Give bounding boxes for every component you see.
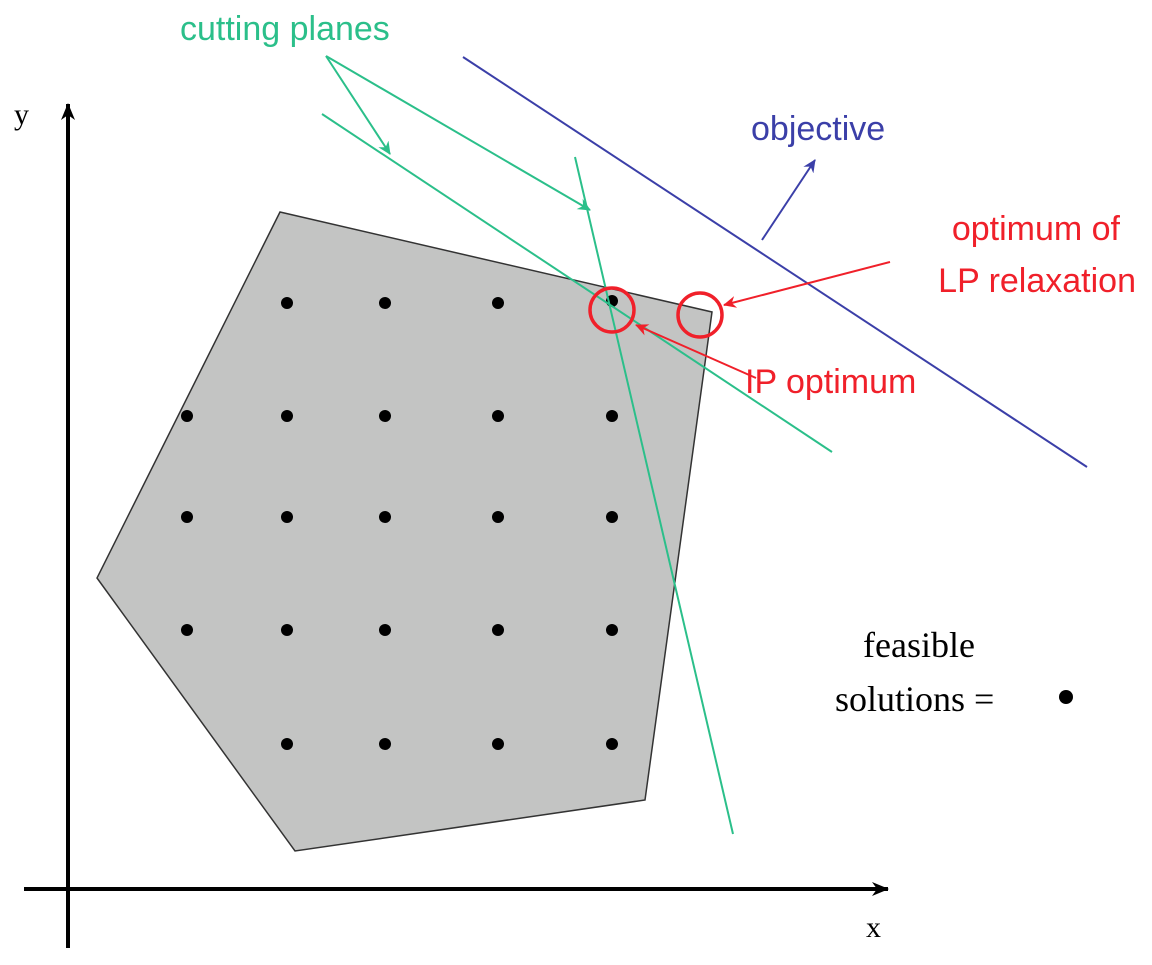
feasible-point xyxy=(181,410,193,422)
feasible-points xyxy=(181,295,618,750)
feasible-point xyxy=(281,738,293,750)
legend-line1: feasible xyxy=(863,625,975,665)
cutting-planes-label: cutting planes xyxy=(180,10,390,48)
ip-optimum-arrow xyxy=(635,324,757,379)
feasible-point xyxy=(606,624,618,636)
feasible-point xyxy=(492,410,504,422)
lp-optimum-arrow xyxy=(723,261,891,308)
feasible-point xyxy=(379,511,391,523)
ip-optimum-label: IP optimum xyxy=(745,363,916,401)
feasible-point xyxy=(379,624,391,636)
feasible-point xyxy=(379,738,391,750)
cutting-planes-arrow-1 xyxy=(325,55,391,155)
objective-arrow xyxy=(761,159,816,241)
feasible-point xyxy=(379,297,391,309)
cutting-plane-2 xyxy=(574,156,734,835)
lp-optimum-circle xyxy=(676,291,724,339)
lp-optimum-label-line1: optimum of xyxy=(952,210,1121,248)
x-axis-label: x xyxy=(866,911,881,944)
feasible-point xyxy=(281,511,293,523)
feasible-point xyxy=(606,410,618,422)
legend-line2: solutions = xyxy=(835,679,994,719)
feasible-point xyxy=(281,410,293,422)
feasible-point xyxy=(181,624,193,636)
objective-label: objective xyxy=(751,110,885,148)
feasible-point xyxy=(492,297,504,309)
lp-optimum-label-line2: LP relaxation xyxy=(938,262,1136,300)
feasible-region-polygon xyxy=(96,211,713,852)
dot-icon xyxy=(1059,690,1073,704)
feasible-point xyxy=(281,624,293,636)
cutting-planes-arrow-2 xyxy=(325,55,591,211)
objective-line xyxy=(462,56,1088,468)
feasible-point xyxy=(281,297,293,309)
feasible-point xyxy=(606,511,618,523)
feasible-point xyxy=(492,738,504,750)
ip-optimum-circle xyxy=(588,286,636,334)
feasible-point xyxy=(492,511,504,523)
feasible-point xyxy=(606,738,618,750)
feasible-point xyxy=(379,410,391,422)
cutting-plane-1 xyxy=(321,113,833,453)
feasible-point xyxy=(492,624,504,636)
feasible-point xyxy=(181,511,193,523)
y-axis-label: y xyxy=(14,98,29,131)
